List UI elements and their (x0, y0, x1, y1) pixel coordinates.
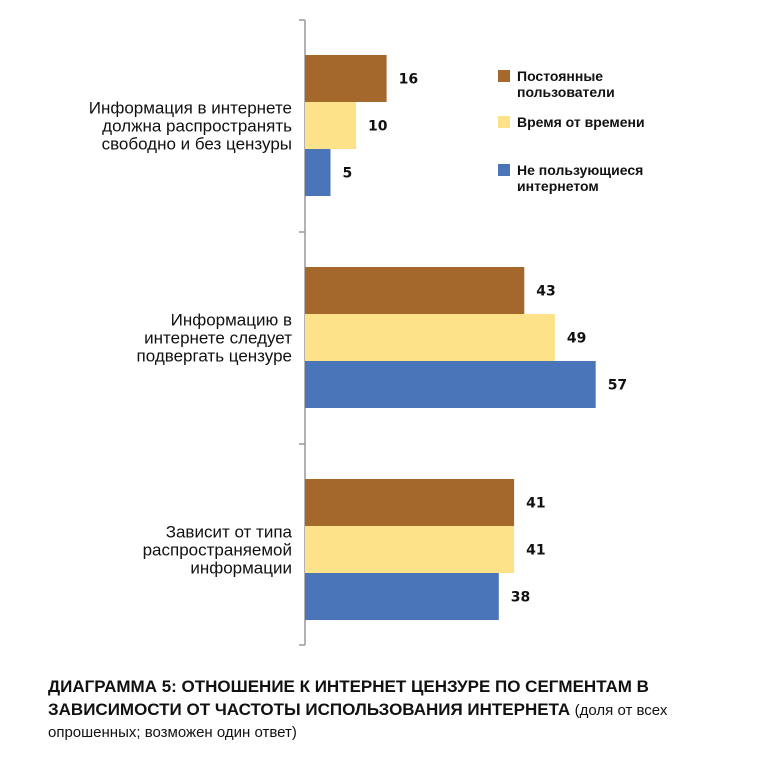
data-label: 43 (536, 284, 555, 300)
category-label: Зависит от типа (166, 523, 293, 542)
bar (305, 361, 596, 408)
legend-label: Время от времени (517, 114, 645, 130)
bar (305, 149, 331, 196)
legend-swatch (498, 164, 510, 176)
category-label: интернете следует (144, 329, 292, 348)
bar (305, 479, 515, 526)
caption-title: Диаграмма 5: отношение к интернет цензур… (48, 677, 649, 719)
data-label: 41 (526, 543, 545, 559)
legend-label: Не пользующиеся (517, 162, 643, 178)
bar (305, 314, 555, 361)
category-label: Информация в интернете (89, 99, 292, 118)
category-label: информации (190, 559, 292, 578)
data-label: 5 (343, 166, 353, 182)
caption-note: (доля от всех опрошенных; возможен один … (48, 702, 668, 741)
data-label: 38 (511, 590, 530, 606)
data-label: 49 (567, 331, 586, 347)
bar (305, 573, 499, 620)
category-label: свободно и без цензуры (102, 135, 292, 154)
bar (305, 55, 387, 102)
bar (305, 526, 515, 573)
category-label: Информацию в (171, 311, 292, 330)
legend-swatch (498, 70, 510, 82)
category-label: распространяемой (143, 541, 292, 560)
data-label: 41 (526, 496, 545, 512)
category-label: подвергать цензуре (137, 347, 292, 366)
data-label: 16 (399, 72, 418, 88)
category-label: должна распространять (102, 117, 292, 136)
legend-label: интернетом (517, 178, 599, 194)
legend-label: пользователи (517, 84, 615, 100)
bar (305, 267, 525, 314)
data-label: 57 (608, 378, 627, 394)
chart-caption: Диаграмма 5: отношение к интернет цензур… (48, 676, 748, 744)
data-label: 10 (368, 119, 388, 135)
bar (305, 102, 356, 149)
legend-swatch (498, 116, 510, 128)
legend-label: Постоянные (517, 68, 603, 84)
